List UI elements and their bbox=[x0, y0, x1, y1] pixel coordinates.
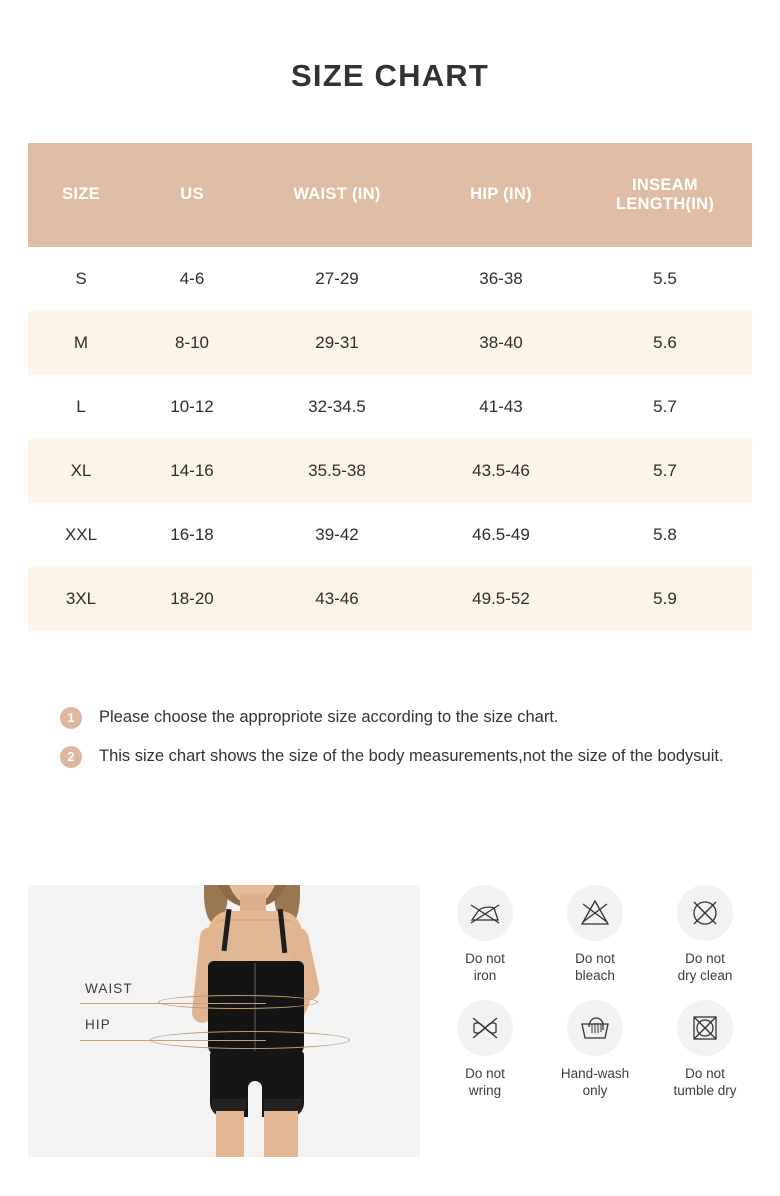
cell-us: 4-6 bbox=[179, 269, 205, 288]
cell-hip: 49.5-52 bbox=[472, 589, 530, 608]
cell-inseam: 5.7 bbox=[653, 397, 677, 416]
notes-list: 1 Please choose the appropriote size acc… bbox=[60, 705, 760, 783]
hand-wash-only-icon bbox=[567, 1000, 623, 1056]
cell-inseam: 5.8 bbox=[653, 525, 677, 544]
note-item: 2 This size chart shows the size of the … bbox=[60, 744, 760, 769]
cell-size: M bbox=[73, 333, 89, 352]
care-item-do-not-iron: Do not iron bbox=[430, 885, 540, 984]
cell-waist: 43-46 bbox=[315, 589, 359, 608]
table-header-row: SIZE US WAIST (IN) HIP (IN) INSEAM LENGT… bbox=[28, 143, 752, 247]
column-header-us: US bbox=[180, 185, 204, 204]
note-text: Please choose the appropriote size accor… bbox=[99, 708, 559, 726]
waist-measure-band bbox=[158, 995, 318, 1009]
care-item-do-not-dry-clean: Do not dry clean bbox=[650, 885, 760, 984]
table-row: L 10-12 32-34.5 41-43 5.7 bbox=[28, 375, 752, 439]
do-not-tumble-dry-icon bbox=[677, 1000, 733, 1056]
do-not-wring-icon bbox=[457, 1000, 513, 1056]
hip-label: HIP bbox=[85, 1017, 111, 1032]
care-label: Do not dry clean bbox=[677, 951, 733, 983]
do-not-bleach-icon bbox=[567, 885, 623, 941]
cell-us: 14-16 bbox=[170, 461, 214, 480]
care-item-do-not-tumble-dry: Do not tumble dry bbox=[650, 1000, 760, 1099]
table-row: 3XL 18-20 43-46 49.5-52 5.9 bbox=[28, 567, 752, 631]
cell-size: S bbox=[75, 269, 87, 288]
cell-inseam: 5.5 bbox=[653, 269, 677, 288]
care-item-do-not-bleach: Do not bleach bbox=[540, 885, 650, 984]
care-instructions-grid: Do not iron Do not bleach bbox=[430, 885, 760, 1099]
cell-hip: 38-40 bbox=[479, 333, 523, 352]
table-row: XL 14-16 35.5-38 43.5-46 5.7 bbox=[28, 439, 752, 503]
care-item-hand-wash-only: Hand-wash only bbox=[540, 1000, 650, 1099]
column-header-hip: HIP (IN) bbox=[470, 185, 532, 204]
column-header-waist: WAIST (IN) bbox=[293, 185, 381, 204]
cell-size: XXL bbox=[64, 525, 98, 544]
note-item: 1 Please choose the appropriote size acc… bbox=[60, 705, 760, 730]
model-photo bbox=[140, 885, 370, 1157]
note-text: This size chart shows the size of the bo… bbox=[99, 747, 724, 765]
care-label: Do not iron bbox=[465, 951, 505, 983]
do-not-dry-clean-icon bbox=[677, 885, 733, 941]
cell-inseam: 5.9 bbox=[653, 589, 677, 608]
cell-waist: 32-34.5 bbox=[308, 397, 366, 416]
cell-hip: 46.5-49 bbox=[472, 525, 530, 544]
cell-us: 16-18 bbox=[170, 525, 214, 544]
care-label: Do not wring bbox=[465, 1066, 505, 1098]
page-title: SIZE CHART bbox=[291, 58, 489, 93]
note-number-badge: 1 bbox=[60, 707, 82, 729]
cell-size: 3XL bbox=[65, 589, 97, 608]
measurement-diagram-panel: WAIST HIP bbox=[28, 885, 420, 1157]
lower-section: WAIST HIP Do not iron bbox=[0, 885, 780, 1165]
table-row: S 4-6 27-29 36-38 5.5 bbox=[28, 247, 752, 311]
cell-us: 18-20 bbox=[170, 589, 214, 608]
cell-us: 8-10 bbox=[174, 333, 210, 352]
cell-hip: 41-43 bbox=[479, 397, 523, 416]
cell-size: L bbox=[76, 397, 86, 416]
cell-waist: 39-42 bbox=[315, 525, 359, 544]
care-label: Do not tumble dry bbox=[673, 1066, 737, 1098]
table-row: M 8-10 29-31 38-40 5.6 bbox=[28, 311, 752, 375]
cell-inseam: 5.6 bbox=[653, 333, 677, 352]
cell-size: XL bbox=[70, 461, 92, 480]
waist-label: WAIST bbox=[85, 981, 133, 996]
hip-measure-band bbox=[150, 1031, 350, 1049]
cell-hip: 43.5-46 bbox=[472, 461, 530, 480]
care-label: Do not bleach bbox=[575, 951, 615, 983]
cell-waist: 29-31 bbox=[315, 333, 359, 352]
cell-us: 10-12 bbox=[170, 397, 214, 416]
cell-waist: 35.5-38 bbox=[308, 461, 366, 480]
size-chart-table: SIZE US WAIST (IN) HIP (IN) INSEAM LENGT… bbox=[28, 143, 752, 631]
care-item-do-not-wring: Do not wring bbox=[430, 1000, 540, 1099]
care-label: Hand-wash only bbox=[560, 1066, 630, 1098]
column-header-size: SIZE bbox=[62, 185, 100, 204]
do-not-iron-icon bbox=[457, 885, 513, 941]
cell-waist: 27-29 bbox=[315, 269, 359, 288]
cell-hip: 36-38 bbox=[479, 269, 523, 288]
column-header-inseam: INSEAM LENGTH(IN) bbox=[615, 175, 715, 213]
note-number-badge: 2 bbox=[60, 746, 82, 768]
table-row: XXL 16-18 39-42 46.5-49 5.8 bbox=[28, 503, 752, 567]
cell-inseam: 5.7 bbox=[653, 461, 677, 480]
